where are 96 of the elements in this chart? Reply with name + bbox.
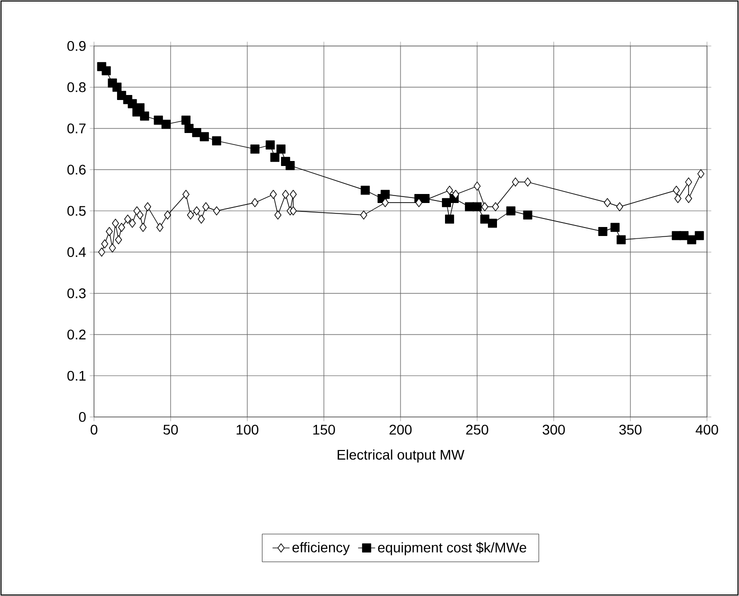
point: [112, 82, 122, 92]
point: [679, 231, 689, 240]
point: [697, 169, 704, 178]
point: [198, 214, 205, 224]
point: [685, 194, 692, 204]
point: [135, 103, 145, 112]
point: [136, 210, 144, 220]
point: [164, 210, 172, 220]
x-axis-title: Electrical output MW: [338, 449, 464, 462]
point: [112, 218, 119, 228]
point: [124, 214, 132, 224]
x-tick-label: 400: [696, 424, 718, 435]
point: [694, 231, 704, 240]
x-tick-label: 50: [163, 424, 178, 435]
point: [512, 177, 519, 187]
point: [156, 222, 164, 232]
point: [524, 177, 532, 187]
point: [106, 226, 113, 236]
point: [144, 202, 152, 212]
point: [488, 218, 497, 228]
point: [193, 206, 200, 216]
x-tick-label: 0: [90, 424, 98, 435]
point: [187, 210, 194, 220]
point: [446, 186, 454, 195]
point: [140, 222, 147, 232]
point: [685, 177, 692, 187]
point: [274, 210, 282, 220]
x-tick-label: 200: [390, 424, 412, 435]
point: [480, 214, 490, 224]
point: [523, 210, 532, 220]
point: [481, 202, 488, 212]
y-tick-label: 0.8: [67, 82, 86, 92]
point: [128, 218, 136, 228]
x-tick-label: 350: [619, 424, 642, 435]
point: [140, 112, 150, 121]
point: [290, 190, 297, 199]
point: [192, 128, 202, 138]
point: [202, 202, 210, 212]
point: [98, 248, 106, 257]
point: [115, 235, 122, 244]
point: [360, 186, 370, 195]
y-tick-label: 0.6: [67, 164, 86, 175]
point: [415, 198, 422, 208]
y-tick-label: 0.3: [67, 288, 86, 298]
point: [674, 194, 682, 204]
y-tick-label: 0.2: [67, 330, 86, 340]
point: [108, 243, 116, 253]
point: [182, 190, 190, 199]
point: [270, 152, 280, 162]
point: [286, 161, 295, 170]
point: [382, 198, 389, 208]
point: [472, 202, 482, 212]
point: [474, 182, 481, 191]
point: [672, 186, 680, 195]
point: [687, 235, 696, 244]
point: [270, 190, 277, 199]
point: [445, 214, 454, 224]
point: [213, 206, 220, 216]
point: [184, 124, 194, 133]
point: [101, 239, 108, 248]
point: [250, 144, 260, 154]
point: [266, 140, 275, 150]
point: [380, 190, 390, 199]
point: [276, 144, 286, 154]
y-tick-label: 0.9: [67, 41, 86, 51]
point: [452, 190, 460, 199]
point: [506, 206, 516, 216]
point: [282, 190, 290, 199]
x-tick-label: 250: [466, 424, 488, 435]
point: [360, 210, 368, 220]
legend-label: equipment cost $k/MWe: [378, 542, 526, 556]
point: [154, 116, 163, 125]
point: [181, 116, 190, 125]
point: [200, 132, 209, 142]
point: [610, 222, 620, 232]
point: [616, 235, 626, 244]
x-tick-label: 100: [236, 424, 258, 435]
legend-label: efficiency: [292, 542, 350, 556]
y-tick-label: 0.5: [67, 206, 86, 216]
point: [290, 206, 297, 216]
point: [102, 66, 111, 76]
x-tick-label: 150: [313, 424, 335, 435]
y-tick-label: 0.7: [67, 123, 86, 134]
point: [251, 198, 258, 208]
point: [492, 202, 500, 212]
y-tick-label: 0.1: [67, 370, 86, 381]
y-tick-label: 0.4: [67, 247, 86, 258]
y-tick-label: 0: [79, 412, 86, 422]
point: [162, 120, 171, 129]
point: [212, 136, 222, 146]
point: [118, 222, 126, 232]
point: [442, 198, 452, 208]
point: [598, 226, 608, 236]
point: [604, 198, 611, 208]
point: [616, 202, 624, 212]
x-tick-label: 300: [542, 424, 565, 435]
